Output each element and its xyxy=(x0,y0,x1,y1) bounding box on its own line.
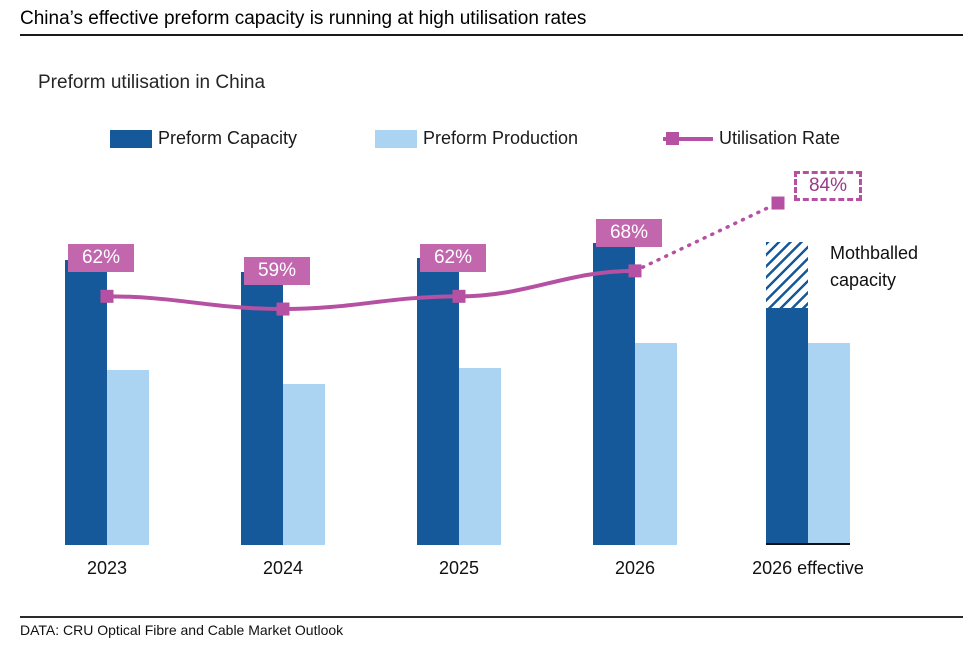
line-swatch-stroke xyxy=(663,136,713,141)
utilisation-marker xyxy=(771,196,785,210)
baseline-segment xyxy=(766,543,850,545)
legend-item-preform-capacity: Preform Capacity xyxy=(110,128,297,149)
legend: Preform Capacity Preform Production Util… xyxy=(0,128,980,154)
capacity-bar xyxy=(241,272,283,545)
capacity-bar xyxy=(417,258,459,545)
capacity-bar xyxy=(766,308,808,545)
legend-item-utilisation-rate: Utilisation Rate xyxy=(663,128,840,149)
production-bar xyxy=(808,343,850,545)
title-divider xyxy=(20,34,963,36)
x-axis-label: 2023 xyxy=(86,558,128,578)
utilisation-label: 59% xyxy=(243,257,311,286)
x-axis-label: 2026 effective xyxy=(752,558,864,578)
data-source: DATA: CRU Optical Fibre and Cable Market… xyxy=(20,622,344,638)
production-bar xyxy=(635,343,677,545)
utilisation-label: 62% xyxy=(419,244,487,273)
legend-item-preform-production: Preform Production xyxy=(375,128,578,149)
utilisation-line-swatch-icon xyxy=(663,131,713,146)
page-title: China’s effective preform capacity is ru… xyxy=(20,8,587,29)
x-axis-label: 2025 xyxy=(438,558,480,578)
footer-divider xyxy=(20,616,963,618)
utilisation-label: 62% xyxy=(67,244,135,273)
capacity-swatch-icon xyxy=(110,129,152,148)
utilisation-forecast-label: 84% xyxy=(793,171,863,202)
chart-title: Preform utilisation in China xyxy=(38,72,266,93)
production-bar xyxy=(459,368,501,545)
production-swatch-icon xyxy=(375,129,417,148)
legend-label-utilisation: Utilisation Rate xyxy=(719,128,841,148)
capacity-bar xyxy=(593,243,635,545)
utilisation-label: 68% xyxy=(595,218,663,247)
line-swatch-marker xyxy=(666,131,679,145)
capacity-bar xyxy=(65,260,107,545)
legend-label-capacity: Preform Capacity xyxy=(158,128,298,148)
legend-label-production: Preform Production xyxy=(423,128,579,148)
production-bar xyxy=(283,384,325,545)
utilisation-line xyxy=(106,268,636,312)
mothballed-capacity-bar xyxy=(766,242,808,308)
production-bar xyxy=(107,370,149,545)
x-axis-label: 2024 xyxy=(262,558,304,578)
x-axis-label: 2026 xyxy=(614,558,656,578)
mothballed-capacity-label: Mothballed capacity xyxy=(830,243,919,290)
